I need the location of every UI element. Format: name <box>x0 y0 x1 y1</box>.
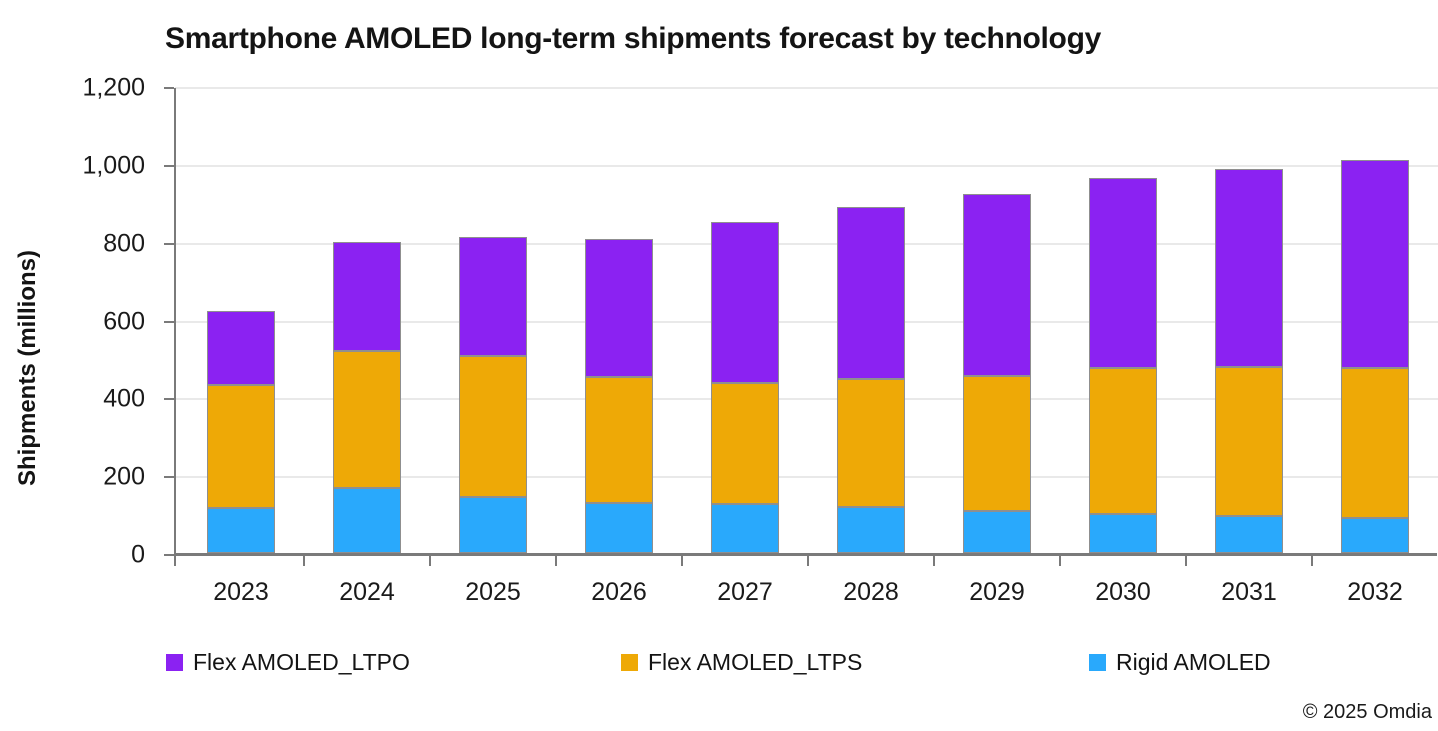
bar-segment-2027-rigid-amoled <box>711 504 779 553</box>
x-tick-4 <box>681 556 683 566</box>
legend-swatch-flex-amoled-ltpo <box>166 654 183 671</box>
x-label-2028: 2028 <box>843 578 899 606</box>
bar-segment-2029-flex-amoled-ltpo <box>963 194 1031 376</box>
x-tick-3 <box>555 556 557 566</box>
x-label-2031: 2031 <box>1221 578 1277 606</box>
legend-item-flex-amoled-ltpo: Flex AMOLED_LTPO <box>166 649 410 676</box>
y-tick-600 <box>164 320 174 323</box>
x-tick-6 <box>933 556 935 566</box>
y-tick-0 <box>164 554 174 556</box>
y-tick-800 <box>164 242 174 245</box>
copyright-notice: © 2025 Omdia <box>1302 701 1432 723</box>
bar-segment-2030-flex-amoled-ltps <box>1089 368 1157 514</box>
legend-swatch-rigid-amoled <box>1089 654 1106 671</box>
gridline-200 <box>175 476 1438 479</box>
x-tick-1 <box>303 556 305 566</box>
bar-segment-2026-flex-amoled-ltps <box>585 376 653 503</box>
x-label-2024: 2024 <box>339 578 395 606</box>
bar-segment-2029-rigid-amoled <box>963 510 1031 553</box>
bar-segment-2023-rigid-amoled <box>207 508 275 553</box>
bar-segment-2026-flex-amoled-ltpo <box>585 239 653 377</box>
x-label-2027: 2027 <box>717 578 773 606</box>
bar-segment-2028-flex-amoled-ltps <box>837 379 905 508</box>
bar-segment-2024-flex-amoled-ltpo <box>333 242 401 352</box>
x-tick-9 <box>1311 556 1313 566</box>
gridline-400 <box>175 398 1438 401</box>
bar-segment-2027-flex-amoled-ltps <box>711 382 779 505</box>
legend-label-rigid-amoled: Rigid AMOLED <box>1116 649 1271 675</box>
bar-segment-2030-rigid-amoled <box>1089 513 1157 553</box>
x-tick-2 <box>429 556 431 566</box>
x-tick-5 <box>807 556 809 566</box>
chart-title: Smartphone AMOLED long-term shipments fo… <box>165 22 1101 55</box>
x-axis-line <box>174 553 1437 556</box>
legend-item-flex-amoled-ltps: Flex AMOLED_LTPS <box>621 649 862 676</box>
bar-segment-2024-rigid-amoled <box>333 488 401 553</box>
bar-segment-2029-flex-amoled-ltps <box>963 375 1031 511</box>
y-tick-label-200: 200 <box>103 462 145 491</box>
legend-item-rigid-amoled: Rigid AMOLED <box>1089 649 1271 676</box>
y-tick-1,000 <box>164 164 174 167</box>
bar-segment-2031-rigid-amoled <box>1215 516 1283 553</box>
y-tick-400 <box>164 398 174 401</box>
plot-area <box>164 87 1438 566</box>
y-tick-label-0: 0 <box>131 540 145 569</box>
x-tick-7 <box>1059 556 1061 566</box>
bar-segment-2026-rigid-amoled <box>585 502 653 553</box>
bar-segment-2025-rigid-amoled <box>459 496 527 553</box>
bar-segment-2023-flex-amoled-ltpo <box>207 310 275 385</box>
legend-label-flex-amoled-ltps: Flex AMOLED_LTPS <box>648 649 863 675</box>
y-tick-200 <box>164 476 174 479</box>
bar-segment-2031-flex-amoled-ltpo <box>1215 168 1283 367</box>
bar-segment-2023-flex-amoled-ltps <box>207 384 275 509</box>
bar-segment-2030-flex-amoled-ltpo <box>1089 177 1157 369</box>
x-label-2030: 2030 <box>1095 578 1151 606</box>
x-label-2025: 2025 <box>465 578 521 606</box>
bar-segment-2025-flex-amoled-ltps <box>459 356 527 497</box>
bar-segment-2025-flex-amoled-ltpo <box>459 237 527 357</box>
legend-label-flex-amoled-ltpo: Flex AMOLED_LTPO <box>193 649 410 675</box>
x-label-2023: 2023 <box>213 578 269 606</box>
bar-segment-2028-flex-amoled-ltpo <box>837 207 905 380</box>
legend-swatch-flex-amoled-ltps <box>621 654 638 671</box>
y-tick-label-400: 400 <box>103 384 145 413</box>
bar-segment-2032-flex-amoled-ltpo <box>1341 160 1409 369</box>
y-tick-label-1,200: 1,200 <box>82 73 145 102</box>
gridline-600 <box>175 320 1438 323</box>
x-tick-0 <box>174 556 176 566</box>
y-axis-line <box>174 88 176 565</box>
y-tick-label-1,000: 1,000 <box>82 151 145 180</box>
bar-segment-2032-rigid-amoled <box>1341 517 1409 553</box>
gridline-800 <box>175 242 1438 245</box>
bar-segment-2032-flex-amoled-ltps <box>1341 368 1409 518</box>
x-label-2029: 2029 <box>969 578 1025 606</box>
x-label-2026: 2026 <box>591 578 647 606</box>
gridline-1,200 <box>175 87 1438 89</box>
bar-segment-2024-flex-amoled-ltps <box>333 351 401 489</box>
y-tick-label-600: 600 <box>103 307 145 335</box>
bar-segment-2028-rigid-amoled <box>837 507 905 553</box>
y-tick-1,200 <box>164 87 174 89</box>
x-tick-8 <box>1185 556 1187 566</box>
gridline-1,000 <box>175 164 1438 167</box>
y-tick-label-800: 800 <box>103 229 145 258</box>
x-label-2032: 2032 <box>1347 578 1403 606</box>
y-axis-title: Shipments (millions) <box>14 249 41 487</box>
bar-segment-2031-flex-amoled-ltps <box>1215 366 1283 517</box>
bar-segment-2027-flex-amoled-ltpo <box>711 222 779 383</box>
